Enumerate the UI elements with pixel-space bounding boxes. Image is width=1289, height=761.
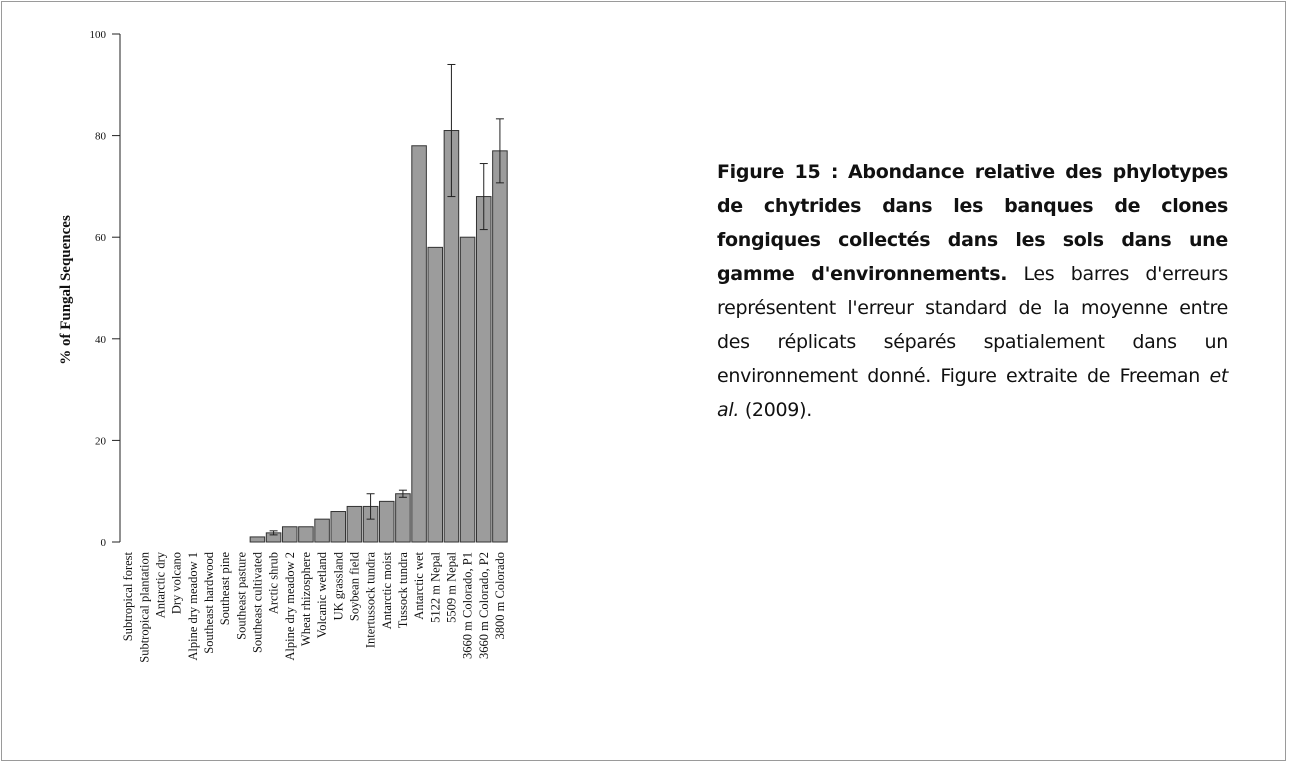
x-tick-label: Southeast pine <box>218 552 232 626</box>
caption-italic: et al. <box>717 365 1228 421</box>
bar <box>395 493 411 543</box>
y-tick-label: 100 <box>90 29 107 41</box>
x-tick-label: Wheat rhizosphere <box>299 552 313 647</box>
caption: Figure 15 : Abondance relative des phylo… <box>717 155 1228 427</box>
bar <box>492 150 508 543</box>
x-tick-label: Antarctic wet <box>412 551 426 619</box>
error-bar <box>398 489 407 498</box>
bar <box>281 526 298 543</box>
error-bar <box>447 63 456 198</box>
y-tick-label: 0 <box>101 537 107 549</box>
x-tick-label: Alpine dry meadow 2 <box>283 552 297 661</box>
x-tick-label: Soybean field <box>347 551 361 621</box>
error-bar <box>366 493 375 520</box>
caption-end: (2009). <box>744 399 812 421</box>
error-bar <box>479 163 488 231</box>
x-tick-label: Intertussock tundra <box>364 552 378 649</box>
bar <box>298 526 314 543</box>
x-tick-label: UK grassland <box>331 551 345 620</box>
x-tick-label: 5122 m Nepal <box>428 551 442 622</box>
bar <box>346 505 363 543</box>
x-tick-label: 3800 m Colorado <box>493 552 507 640</box>
x-tick-label: Alpine dry meadow 1 <box>186 552 200 661</box>
error-bar <box>269 530 278 536</box>
x-tick-label: Southeast hardwood <box>202 551 216 653</box>
error-bar <box>495 118 504 184</box>
x-tick-label: Arctic shrub <box>267 552 281 614</box>
x-tick-label: Southeast cultivated <box>250 551 264 653</box>
x-tick-label: Subtropical plantation <box>137 551 151 662</box>
caption-title: Abondance relative des phylotypes de chy… <box>717 161 1228 285</box>
x-tick-label: 3660 m Colorado, P1 <box>461 552 475 659</box>
x-tick-label: Antarctic dry <box>153 551 167 618</box>
bar <box>427 246 444 543</box>
bar <box>330 511 347 543</box>
caption-label: Figure 15 : <box>717 161 839 183</box>
x-tick-label: Tussock tundra <box>396 552 410 629</box>
chart: % of Fungal Sequences 0 20 40 60 80 100 Subtro… <box>58 29 508 663</box>
caption-text: Les barres d'erreurs représentent l'erre… <box>717 263 1228 387</box>
bar <box>459 236 476 543</box>
x-tick-label: Subtropical forest <box>121 551 135 641</box>
x-tick-label: 3660 m Colorado, P2 <box>477 552 491 659</box>
y-tick-label: 60 <box>95 232 107 244</box>
bar <box>378 500 395 543</box>
y-tick-label: 40 <box>95 334 107 346</box>
x-tick-label: Antarctic moist <box>380 551 394 629</box>
bar <box>314 518 330 543</box>
x-tick-label: Volcanic wetland <box>315 551 329 638</box>
bar <box>249 536 266 543</box>
y-tick-label: 20 <box>95 435 107 447</box>
x-tick-label: 5509 m Nepal <box>444 551 458 622</box>
y-tick-label: 80 <box>95 131 107 143</box>
y-axis-label: % of Fungal Sequences <box>58 215 74 365</box>
bar <box>475 196 492 543</box>
bar <box>411 145 427 543</box>
x-tick-label: Dry volcano <box>170 552 184 614</box>
x-tick-label: Southeast pasture <box>234 552 248 640</box>
